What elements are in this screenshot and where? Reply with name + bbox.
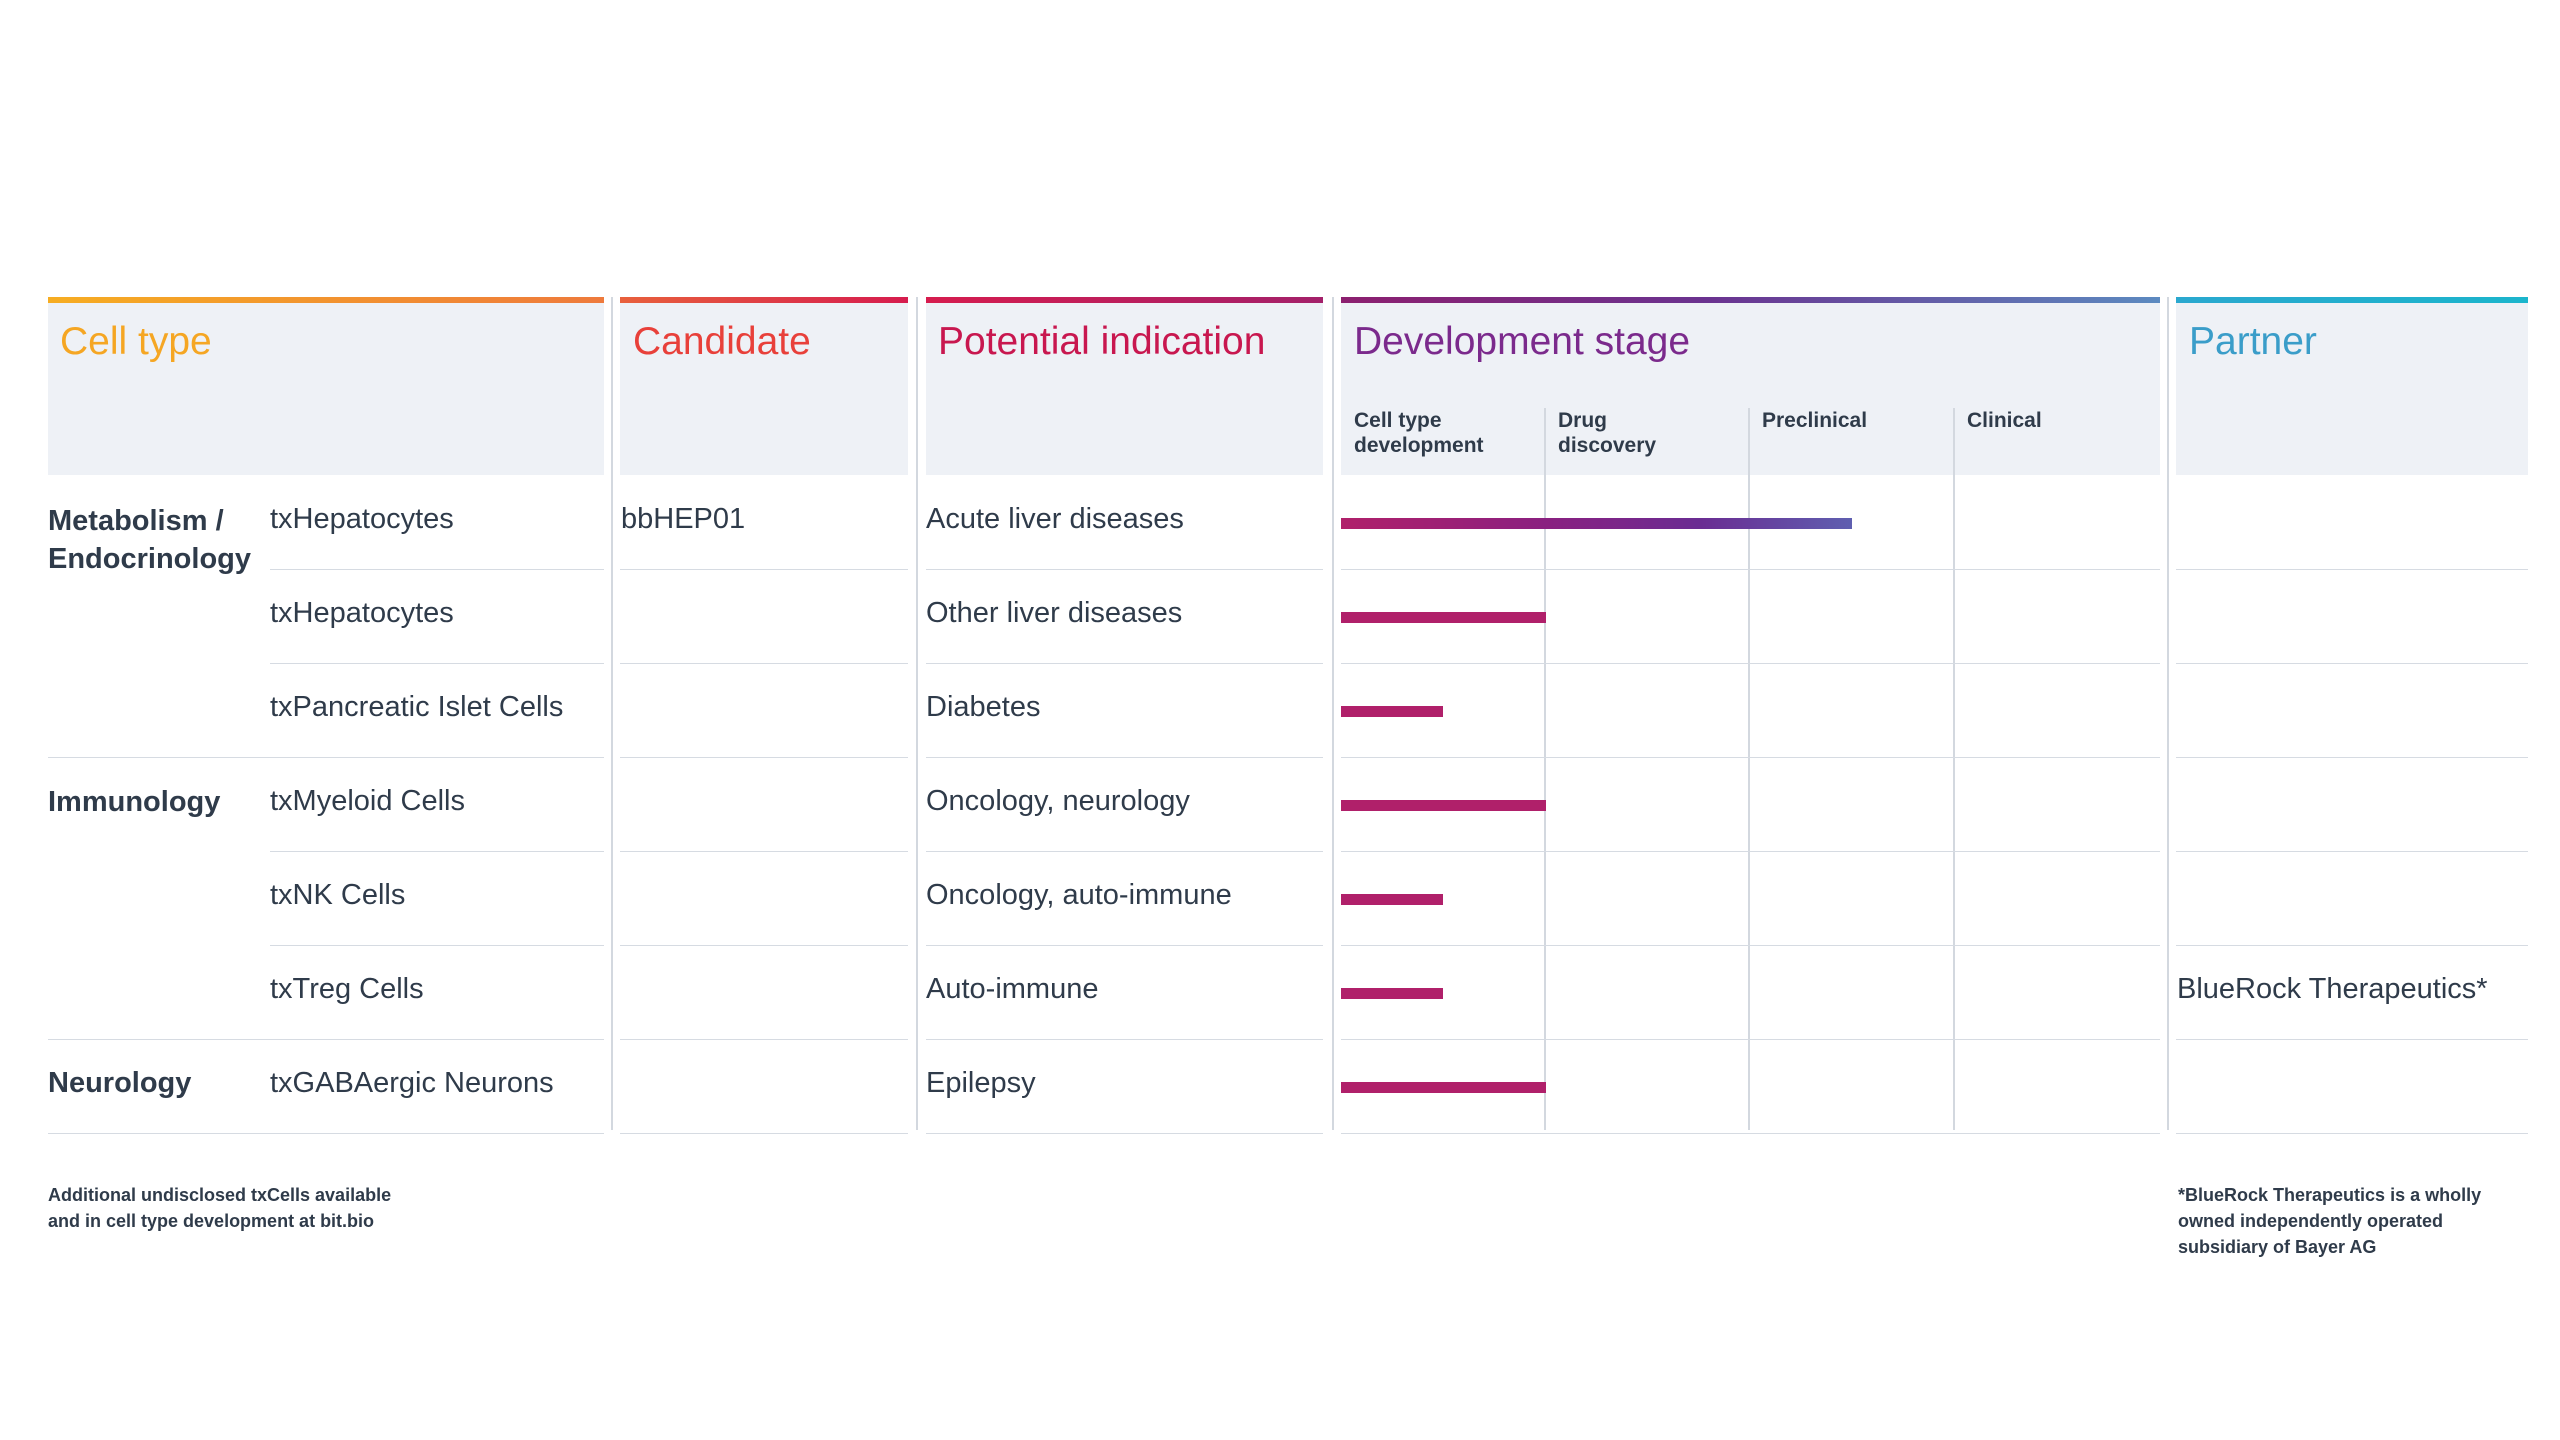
partner-label: BlueRock Therapeutics* <box>2177 973 2488 1005</box>
footnote-right: *BlueRock Therapeutics is a wholly owned… <box>2178 1185 2482 1257</box>
stage-gridline-1 <box>1544 408 1546 1130</box>
partner-header-bar <box>2176 297 2528 303</box>
column-separator-4 <box>2167 297 2169 1130</box>
area-neurology: Neurology <box>48 1067 192 1099</box>
candidate-header-bar <box>620 297 908 303</box>
row-separator <box>2176 569 2528 570</box>
progress-bar <box>1341 1082 1546 1093</box>
row-separator <box>1341 663 2160 664</box>
row-separator <box>270 569 604 570</box>
row-separator <box>620 757 908 758</box>
row-separator <box>620 1133 908 1134</box>
row-separator <box>926 1039 1323 1040</box>
cell-type-label: txGABAergic Neurons <box>270 1067 554 1099</box>
indication-header-bar <box>926 297 1323 303</box>
indication-label: Other liver diseases <box>926 597 1183 629</box>
indication-label: Oncology, auto-immune <box>926 879 1232 911</box>
area-immunology: Immunology <box>48 786 221 818</box>
indication-label: Epilepsy <box>926 1067 1036 1099</box>
progress-bar <box>1341 706 1444 717</box>
indication-label: Oncology, neurology <box>926 785 1190 817</box>
progress-bar <box>1341 800 1546 811</box>
candidate-header <box>620 297 908 475</box>
column-separator-3 <box>1332 297 1334 1130</box>
row-separator <box>2176 945 2528 946</box>
row-separator <box>1341 1133 2160 1134</box>
row-separator <box>48 1039 604 1040</box>
row-separator <box>1341 945 2160 946</box>
partner-header <box>2176 297 2528 475</box>
row-separator <box>620 1039 908 1040</box>
cell-type-label: txHepatocytes <box>270 503 454 535</box>
row-separator <box>1341 851 2160 852</box>
row-separator <box>620 945 908 946</box>
footnote-left: Additional undisclosed txCells available… <box>48 1185 392 1231</box>
cell-type-label: txHepatocytes <box>270 597 454 629</box>
indication-label: Diabetes <box>926 691 1041 723</box>
progress-bar <box>1341 612 1546 623</box>
cell-type-header <box>48 297 604 475</box>
column-separator-1 <box>611 297 613 1130</box>
progress-bar <box>1341 518 1853 529</box>
row-separator <box>2176 1133 2528 1134</box>
row-separator <box>926 569 1323 570</box>
row-separator <box>48 757 604 758</box>
row-separator <box>926 1133 1323 1134</box>
cell-type-header-bar <box>48 297 604 303</box>
development-stage-title: Development stage <box>1354 320 1691 363</box>
stage-gridline-3 <box>1953 408 1955 1130</box>
progress-bar <box>1341 894 1444 905</box>
candidate-label: bbHEP01 <box>621 503 746 535</box>
row-separator <box>620 851 908 852</box>
development-stage-header <box>1341 297 2160 475</box>
development-stage-header-bar <box>1341 297 2160 303</box>
row-separator <box>620 569 908 570</box>
indication-title: Potential indication <box>938 320 1266 363</box>
row-separator <box>926 851 1323 852</box>
row-separator <box>1341 1039 2160 1040</box>
row-separator <box>270 945 604 946</box>
stage-label-cell-type-development: Cell type development <box>1354 409 1484 457</box>
stage-gridline-2 <box>1748 408 1750 1130</box>
row-separator <box>2176 1039 2528 1040</box>
stage-label-clinical: Clinical <box>1967 409 2042 432</box>
row-separator <box>270 663 604 664</box>
cell-type-label: txNK Cells <box>270 879 406 911</box>
cell-type-label: txMyeloid Cells <box>270 785 465 817</box>
indication-header <box>926 297 1323 475</box>
row-separator <box>2176 663 2528 664</box>
row-separator <box>2176 757 2528 758</box>
row-separator <box>48 1133 604 1134</box>
row-separator <box>1341 757 2160 758</box>
indication-label: Acute liver diseases <box>926 503 1184 535</box>
cell-type-label: txTreg Cells <box>270 973 424 1005</box>
indication-label: Auto-immune <box>926 973 1099 1005</box>
row-separator <box>926 663 1323 664</box>
column-separator-2 <box>916 297 918 1130</box>
row-separator <box>926 757 1323 758</box>
row-separator <box>620 663 908 664</box>
cell-type-title: Cell type <box>60 320 212 363</box>
stage-label-drug-discovery: Drug discovery <box>1558 409 1657 457</box>
progress-bar <box>1341 988 1444 999</box>
row-separator <box>270 851 604 852</box>
stage-label-preclinical: Preclinical <box>1762 409 1868 432</box>
row-separator <box>926 945 1323 946</box>
area-metabolism-endocrinology: Metabolism / Endocrinology <box>48 505 251 575</box>
candidate-title: Candidate <box>633 320 811 363</box>
row-separator <box>1341 569 2160 570</box>
row-separator <box>2176 851 2528 852</box>
partner-title: Partner <box>2189 320 2317 363</box>
cell-type-label: txPancreatic Islet Cells <box>270 691 564 723</box>
